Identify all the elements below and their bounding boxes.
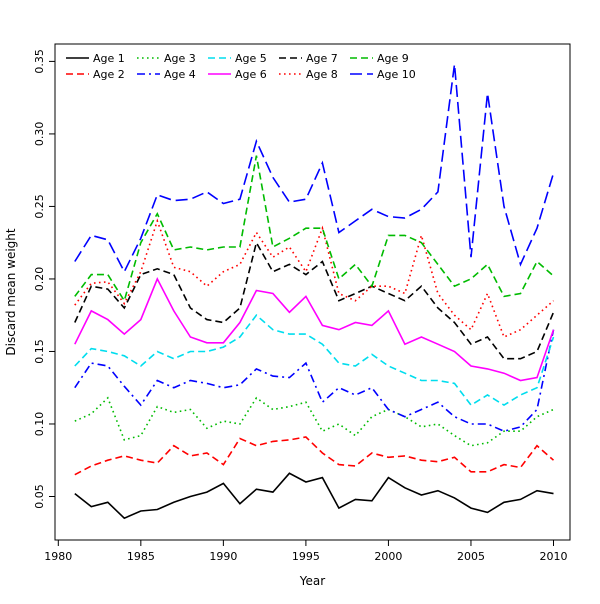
y-tick-label: 0.05: [33, 484, 46, 509]
x-tick-label: 2000: [374, 550, 402, 563]
legend-label: Age 3: [164, 52, 196, 65]
legend-item-age-5: Age 5: [208, 52, 267, 65]
legend-label: Age 4: [164, 68, 196, 81]
y-tick-label: 0.35: [33, 49, 46, 73]
series-line-age-5: [74, 314, 555, 407]
legend-item-age-6: Age 6: [208, 68, 267, 81]
legend-label: Age 1: [93, 52, 125, 65]
legend-item-age-10: Age 10: [350, 68, 416, 81]
legend-label: Age 2: [93, 68, 125, 81]
legend-label: Age 7: [306, 52, 338, 65]
plot-box: [54, 43, 571, 541]
series-line-age-10: [74, 64, 555, 274]
y-tick-label: 0.30: [33, 122, 46, 147]
legend-item-age-8: Age 8: [279, 68, 338, 81]
legend-item-age-7: Age 7: [279, 52, 338, 65]
y-axis-label: Discard mean weight: [4, 228, 18, 356]
x-tick-label: 1990: [209, 550, 237, 563]
series-line-age-6: [74, 276, 555, 382]
series-line-age-1: [74, 472, 554, 520]
x-axis-label: Year: [299, 574, 325, 588]
y-tick-label: 0.10: [33, 412, 46, 437]
x-tick-label: 1995: [292, 550, 320, 563]
y-tick-label: 0.20: [33, 267, 46, 292]
series-line-age-7: [74, 240, 555, 360]
legend-label: Age 6: [235, 68, 267, 81]
series-line-age-4: [74, 329, 555, 433]
x-tick-label: 1985: [127, 550, 155, 563]
legend-item-age-2: Age 2: [66, 68, 125, 81]
y-tick-label: 0.15: [33, 339, 46, 364]
x-tick-label: 2010: [539, 550, 567, 563]
series-line-age-2: [74, 436, 555, 476]
legend-item-age-9: Age 9: [350, 52, 409, 65]
legend-label: Age 8: [306, 68, 338, 81]
x-tick-label: 2005: [457, 550, 485, 563]
legend-label: Age 10: [377, 68, 416, 81]
series-line-age-3: [74, 396, 554, 447]
legend-item-age-3: Age 3: [137, 52, 196, 65]
legend-item-age-1: Age 1: [66, 52, 125, 65]
y-tick-label: 0.25: [33, 194, 46, 219]
series-line-age-9: [74, 155, 555, 303]
x-tick-label: 1980: [44, 550, 72, 563]
series-line-age-8: [74, 218, 555, 339]
legend-label: Age 5: [235, 52, 267, 65]
legend-label: Age 9: [377, 52, 409, 65]
legend-item-age-4: Age 4: [137, 68, 196, 81]
